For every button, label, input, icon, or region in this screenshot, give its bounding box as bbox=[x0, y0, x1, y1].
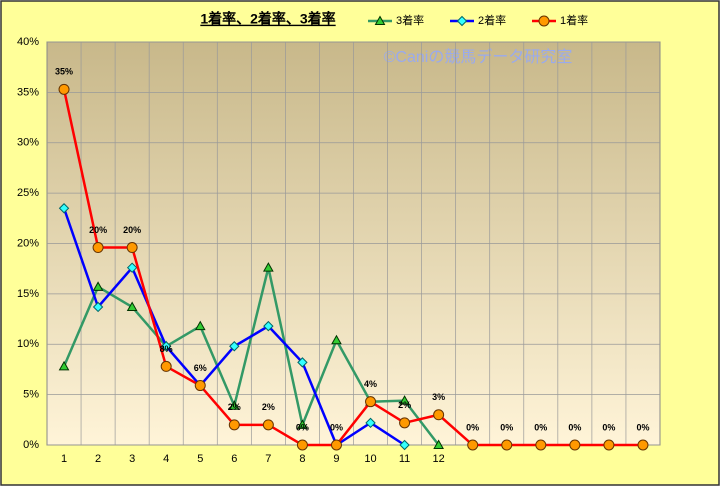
value-label: 0% bbox=[534, 422, 547, 432]
point bbox=[330, 439, 342, 451]
point bbox=[433, 409, 445, 421]
value-label: 4% bbox=[364, 379, 377, 389]
y-tick-label: 25% bbox=[17, 187, 39, 199]
y-tick-label: 10% bbox=[17, 338, 39, 350]
legend-marker bbox=[374, 15, 386, 25]
point bbox=[126, 242, 138, 254]
x-tick-label: 4 bbox=[163, 453, 169, 465]
legend-label: 2着率 bbox=[478, 13, 506, 27]
point bbox=[535, 439, 547, 451]
x-tick-label: 5 bbox=[197, 453, 203, 465]
value-label: 0% bbox=[500, 422, 513, 432]
point bbox=[467, 439, 479, 451]
y-tick-label: 40% bbox=[17, 36, 39, 48]
legend-marker bbox=[456, 15, 468, 27]
point bbox=[126, 262, 138, 273]
point bbox=[92, 281, 104, 291]
y-tick-label: 0% bbox=[23, 439, 39, 451]
point bbox=[228, 400, 240, 410]
point bbox=[229, 341, 240, 352]
value-label: 2% bbox=[262, 402, 275, 412]
y-tick-label: 20% bbox=[17, 237, 39, 249]
point bbox=[399, 395, 410, 405]
point bbox=[263, 320, 274, 332]
y-tick-label: 5% bbox=[23, 389, 39, 401]
x-tick-label: 7 bbox=[265, 453, 271, 465]
value-label: 0% bbox=[466, 422, 479, 432]
point bbox=[399, 417, 411, 429]
legend-label: 3着率 bbox=[396, 13, 424, 27]
value-label: 0% bbox=[330, 422, 343, 432]
series-line bbox=[62, 89, 643, 447]
x-tick-label: 3 bbox=[129, 453, 135, 465]
x-tick-label: 2 bbox=[95, 453, 101, 465]
y-tick-label: 30% bbox=[17, 137, 39, 149]
legend-marker bbox=[538, 15, 550, 27]
x-tick-label: 11 bbox=[399, 453, 410, 465]
value-label: 3% bbox=[432, 392, 445, 402]
point bbox=[603, 439, 615, 451]
point bbox=[262, 419, 274, 431]
value-label: 8% bbox=[160, 344, 173, 354]
point bbox=[58, 360, 70, 371]
value-label: 6% bbox=[194, 363, 207, 373]
point bbox=[297, 357, 308, 368]
y-tick-label: 15% bbox=[17, 288, 39, 300]
point bbox=[58, 203, 70, 214]
value-label: 35% bbox=[55, 67, 73, 77]
x-tick-label: 1 bbox=[61, 453, 67, 465]
x-tick-label: 6 bbox=[231, 453, 237, 465]
value-label: 2% bbox=[398, 400, 411, 410]
y-tick-label: 35% bbox=[17, 86, 39, 98]
point bbox=[228, 419, 240, 431]
x-tick-label: 8 bbox=[299, 453, 305, 465]
point bbox=[637, 439, 649, 451]
point bbox=[501, 439, 513, 451]
value-label: 0% bbox=[568, 422, 581, 432]
point bbox=[160, 360, 172, 372]
value-label: 2% bbox=[228, 402, 241, 412]
x-tick-label: 9 bbox=[333, 453, 339, 465]
point bbox=[331, 334, 342, 345]
point bbox=[297, 419, 308, 429]
point bbox=[263, 262, 274, 272]
x-tick-label: 12 bbox=[433, 453, 445, 465]
value-label: 20% bbox=[89, 225, 107, 235]
legend-label: 1着率 bbox=[560, 13, 588, 27]
value-label: 0% bbox=[602, 422, 615, 432]
x-tick-label: 10 bbox=[364, 453, 376, 465]
value-label: 0% bbox=[296, 422, 309, 432]
point bbox=[160, 341, 172, 352]
point bbox=[365, 396, 377, 408]
point bbox=[92, 301, 104, 313]
point bbox=[296, 439, 308, 451]
point bbox=[126, 301, 138, 311]
point bbox=[569, 439, 581, 451]
point bbox=[194, 380, 206, 392]
value-label: 20% bbox=[123, 225, 141, 235]
point bbox=[399, 439, 410, 451]
point bbox=[58, 83, 70, 95]
point bbox=[194, 320, 206, 331]
value-label: 0% bbox=[636, 422, 649, 432]
watermark: ©Caniの競馬データ研究室 bbox=[384, 47, 573, 66]
point bbox=[92, 242, 104, 254]
point bbox=[365, 417, 376, 429]
chart-title: 1着率、2着率、3着率 bbox=[200, 11, 335, 27]
point bbox=[433, 439, 444, 449]
